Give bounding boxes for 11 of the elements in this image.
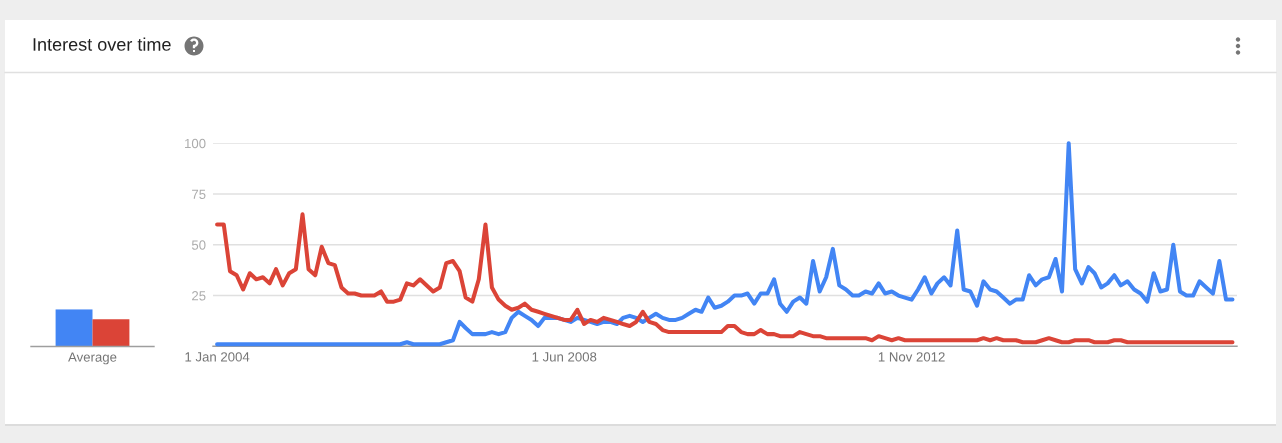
chart-title: Interest over time [33, 37, 171, 51]
x-tick-label: Average [68, 352, 117, 365]
y-tick-label: 75 [192, 189, 206, 199]
y-tick-label: 25 [192, 291, 206, 301]
y-tick-label: 100 [185, 138, 206, 149]
line-series [215, 141, 1235, 347]
x-tick-label: 1 Jan 2004 [185, 352, 250, 362]
y-tick-label: 50 [191, 240, 206, 250]
x-tick-label: 1 Jun 2008 [532, 352, 597, 362]
x-tick-label: 1 Nov 2012 [878, 352, 945, 362]
line-series [215, 212, 1235, 345]
